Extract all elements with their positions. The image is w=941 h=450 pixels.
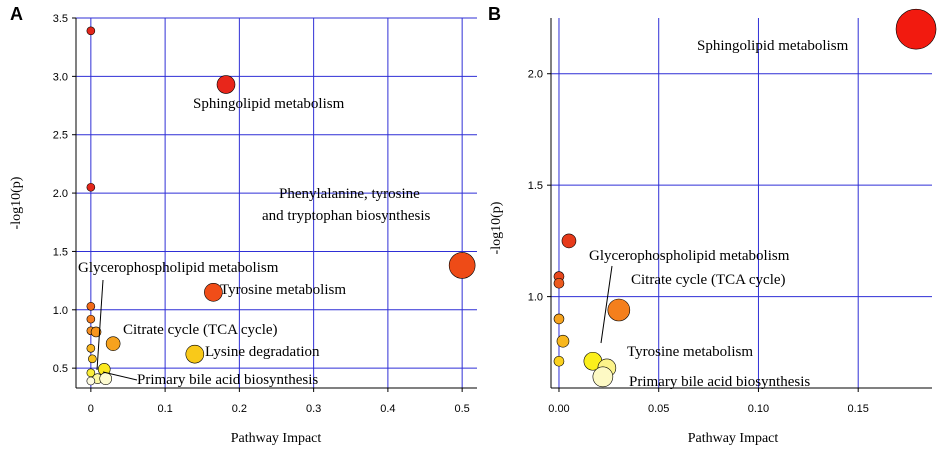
y-axis-title: -log10(p) (489, 201, 504, 254)
x-axis-title: Pathway Impact (688, 431, 779, 446)
pathway-annotation: Glycerophospholipid metabolism (78, 260, 279, 276)
pathway-annotation: Tyrosine metabolism (627, 344, 753, 360)
y-axis-title: -log10(p) (9, 176, 24, 229)
data-point (99, 372, 113, 385)
data-point (553, 277, 565, 289)
pathway-annotation: Primary bile acid biosynthesis (137, 372, 318, 388)
x-tick-label: 0.00 (548, 403, 569, 415)
chart-panel-a: 0 0.1 0.2 0.3 0.4 0.5 0.5 1.0 1.5 2.0 2.5 3.0 3.5 Pat… (9, 4, 477, 446)
y-tick-label: 1.0 (528, 292, 543, 304)
x-tick-label: 0.5 (454, 403, 469, 415)
y-tick-label: 2.0 (53, 188, 68, 200)
y-tick-label: 2.0 (528, 69, 543, 81)
y-tick-label: 1.5 (528, 180, 543, 192)
data-point (88, 354, 97, 364)
data-point (556, 334, 570, 348)
y-tick-label: 0.5 (53, 363, 68, 375)
y-tick-label: 1.0 (53, 305, 68, 317)
data-point (86, 314, 96, 324)
data-point (86, 26, 96, 36)
pathway-annotation: Citrate cycle (TCA cycle) (631, 272, 786, 288)
chart-panel-b: 0.00 0.05 0.10 0.15 1.0 1.5 2.0 Pathway Impact -… (488, 4, 937, 446)
pathway-annotation: Sphingolipid metabolism (697, 38, 849, 54)
x-tick-label: 0.10 (748, 403, 769, 415)
pathway-annotation: Tyrosine metabolism (220, 282, 346, 298)
x-tick-label: 0.15 (847, 403, 868, 415)
data-point (553, 355, 565, 367)
annotation-leader-line (600, 265, 613, 344)
data-point (86, 301, 96, 311)
data-point (86, 376, 96, 386)
pathway-annotation: Lysine degradation (205, 344, 320, 360)
panel-label: B (488, 4, 501, 24)
pathway-annotation: and tryptophan biosynthesis (262, 208, 430, 224)
data-point (216, 75, 236, 94)
x-tick-label: 0.3 (306, 403, 321, 415)
x-tick-label: 0.4 (380, 403, 395, 415)
pathway-annotation: Sphingolipid metabolism (193, 96, 345, 112)
data-point (204, 282, 223, 302)
panel-label: A (10, 4, 23, 24)
pathway-annotation: Primary bile acid biosynthesis (629, 374, 810, 390)
data-point (86, 344, 96, 353)
data-point (90, 326, 102, 338)
x-tick-label: 0.1 (157, 403, 172, 415)
pathway-annotation: Glycerophospholipid metabolism (589, 248, 790, 264)
pathway-annotation: Citrate cycle (TCA cycle) (123, 322, 278, 338)
pathway-annotation: Phenylalanine, tyrosine (279, 186, 420, 202)
data-point (561, 233, 577, 249)
data-point (185, 344, 205, 364)
data-point (105, 336, 121, 351)
y-tick-label: 3.0 (53, 71, 68, 83)
annotation-leader-line (102, 371, 138, 381)
x-tick-label: 0.2 (232, 403, 247, 415)
annotation-leader-line (96, 279, 104, 371)
y-tick-label: 3.5 (53, 13, 68, 25)
data-point (553, 313, 565, 325)
data-point (607, 298, 631, 322)
data-point (448, 252, 476, 279)
x-tick-label: 0.05 (648, 403, 669, 415)
x-axis-title: Pathway Impact (231, 431, 322, 446)
data-point (86, 182, 96, 192)
data-point (895, 8, 937, 50)
y-tick-label: 2.5 (53, 130, 68, 142)
x-tick-label: 0 (88, 403, 94, 415)
data-point (592, 366, 614, 388)
y-tick-label: 1.5 (53, 246, 68, 258)
